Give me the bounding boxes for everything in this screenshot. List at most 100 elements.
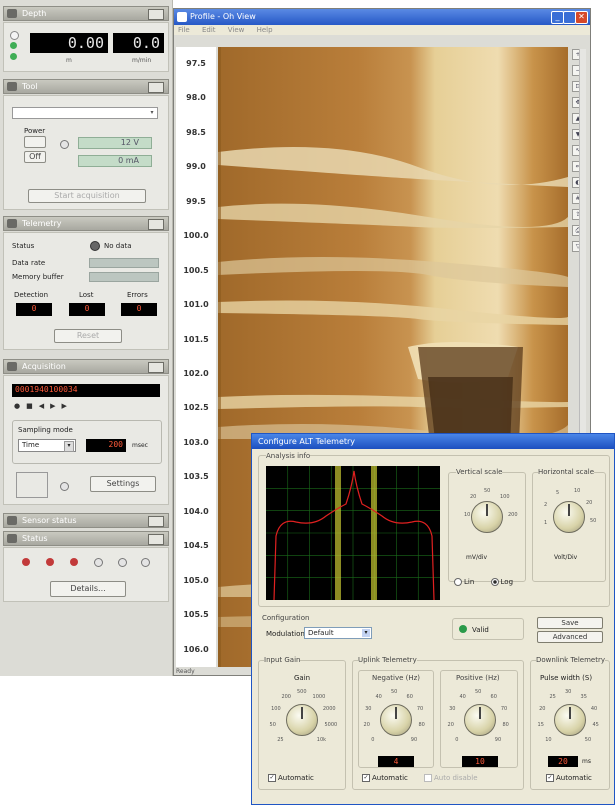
lost-label: Lost	[79, 291, 94, 299]
vscale-tick-2: 50	[484, 488, 491, 494]
status-indicator-icon	[90, 241, 100, 251]
power-off-button[interactable]: Off	[24, 151, 46, 163]
depth-panel-header[interactable]: Depth	[3, 6, 169, 21]
scope-trace	[273, 470, 435, 600]
negative-knob[interactable]: 0 20 30 40 50 60 70 80 90	[360, 684, 432, 756]
status-led-red-1	[22, 558, 30, 566]
knob-tick-label: 100	[271, 706, 281, 713]
vertical-scale-dial[interactable]	[471, 501, 503, 533]
save-button[interactable]: Save	[537, 617, 603, 629]
panel-icon	[7, 9, 17, 18]
pulse-width-dial[interactable]	[554, 704, 586, 736]
collapse-icon[interactable]	[148, 534, 164, 545]
collapse-icon[interactable]	[148, 516, 164, 527]
modulation-label: Modulation	[266, 630, 305, 638]
horizontal-scale-dial[interactable]	[553, 501, 585, 533]
close-icon[interactable]: ✕	[575, 11, 588, 24]
record-icon[interactable]: ●	[14, 402, 27, 410]
control-panel: Depth 0.00 0.0 m m/min Tool ▾ Power Off …	[0, 0, 173, 676]
mode-selector[interactable]	[16, 472, 48, 498]
status-panel-title: Status	[22, 534, 48, 543]
menu-file[interactable]: File	[178, 26, 190, 34]
sensor-status-panel-header[interactable]: Sensor status	[3, 513, 169, 528]
positive-knob[interactable]: 0 20 30 40 50 60 70 80 90	[444, 684, 516, 756]
details-button[interactable]: Details...	[50, 581, 126, 597]
gain-knob[interactable]: 25 50 100 200 500 1000 2000 5000 10k	[266, 684, 338, 756]
input-gain-group	[258, 660, 346, 790]
sampling-label: Sampling mode	[18, 426, 73, 434]
collapse-icon[interactable]	[148, 9, 164, 20]
uplink-label: Uplink Telemetry	[358, 656, 417, 664]
start-acquisition-button[interactable]: Start acquisition	[28, 189, 146, 203]
log-radio[interactable]: Log	[490, 578, 513, 586]
collapse-icon[interactable]	[148, 362, 164, 373]
telemetry-panel-header[interactable]: Telemetry	[3, 216, 169, 231]
acquisition-panel-header[interactable]: Acquisition	[3, 359, 169, 374]
pulse-width-knob[interactable]: 10 15 20 25 30 35 40 45 50	[534, 684, 606, 756]
modulation-select[interactable]: Default ▾	[304, 627, 372, 639]
knob-tick-label: 60	[406, 693, 413, 700]
gain-dial[interactable]	[286, 704, 318, 736]
depth-tick-label: 100.0	[183, 231, 209, 241]
negative-label: Negative (Hz)	[372, 674, 421, 682]
dialog-titlebar[interactable]: Configure ALT Telemetry	[252, 434, 614, 449]
reset-button[interactable]: Reset	[54, 329, 122, 343]
configuration-label: Configuration	[262, 614, 310, 622]
knob-tick-label: 30	[449, 706, 456, 713]
sampling-value: Time	[22, 441, 40, 449]
hscale-tick-1: 2	[544, 502, 548, 508]
status-led-red-3	[70, 558, 78, 566]
gain-label: Gain	[294, 674, 311, 682]
status-panel-header[interactable]: Status	[3, 531, 169, 546]
uplink-group	[352, 660, 524, 790]
rewind-icon[interactable]: ◀	[38, 402, 51, 410]
uplink-automatic-check[interactable]: ✓ Automatic	[362, 774, 408, 782]
settings-button[interactable]: Settings	[90, 476, 156, 492]
negative-dial[interactable]	[380, 704, 412, 736]
negative-display: 4	[378, 756, 414, 767]
gain-automatic-check[interactable]: ✓ Automatic	[268, 774, 314, 782]
window-title: Profile - Oh View	[190, 12, 256, 21]
pulse-width-label: Pulse width (S)	[540, 674, 593, 682]
knob-tick-label: 30	[565, 689, 572, 695]
knob-tick-label: 90	[410, 736, 418, 743]
chevron-down-icon[interactable]: ▾	[150, 109, 154, 116]
menu-help[interactable]: Help	[256, 26, 273, 34]
play-icon[interactable]: ▶	[50, 402, 62, 410]
stop-icon[interactable]: ■	[26, 402, 39, 410]
memory-buffer-bar	[89, 272, 159, 282]
hscale-tick-4: 20	[586, 500, 593, 506]
vertical-scrollbar[interactable]	[579, 49, 586, 667]
knob-tick-label: 0	[371, 736, 375, 743]
panel-icon	[7, 82, 17, 91]
window-titlebar[interactable]: Profile - Oh View _ ✕	[174, 9, 590, 25]
depth-display: 0.00	[30, 33, 108, 53]
forward-icon[interactable]: ▶	[61, 402, 73, 410]
horizontal-scale-knob[interactable]: 1 2 5 10 20 50	[538, 486, 600, 548]
tool-panel-header[interactable]: Tool	[3, 79, 169, 94]
collapse-icon[interactable]	[148, 219, 164, 230]
memory-buffer-label: Memory buffer	[12, 273, 64, 281]
menu-edit[interactable]: Edit	[201, 26, 216, 34]
sampling-select[interactable]: Time ▾	[18, 439, 76, 452]
collapse-icon[interactable]	[148, 82, 164, 93]
chevron-down-icon[interactable]: ▾	[362, 629, 370, 637]
scope-band-left	[335, 466, 341, 600]
vscale-tick-3: 100	[500, 494, 510, 500]
knob-tick-label: 20	[447, 722, 454, 729]
chevron-down-icon[interactable]: ▾	[64, 441, 74, 452]
power-on-button[interactable]	[24, 136, 46, 148]
vertical-scale-knob[interactable]: 10 20 50 100 200	[456, 486, 518, 548]
auto-disable-label: Auto disable	[434, 774, 478, 782]
vscale-tick-4: 200	[508, 512, 518, 518]
positive-dial[interactable]	[464, 704, 496, 736]
advanced-button[interactable]: Advanced	[537, 631, 603, 643]
knob-tick-label: 0	[455, 736, 459, 743]
downlink-automatic-check[interactable]: ✓ Automatic	[546, 774, 592, 782]
lin-radio[interactable]: Lin	[454, 578, 474, 586]
auto-disable-check[interactable]: Auto disable	[424, 774, 478, 782]
knob-tick-label: 50	[269, 722, 276, 729]
pulse-width-display: 20	[548, 756, 578, 767]
tool-select[interactable]: ▾	[12, 107, 158, 119]
menu-view[interactable]: View	[227, 26, 245, 34]
